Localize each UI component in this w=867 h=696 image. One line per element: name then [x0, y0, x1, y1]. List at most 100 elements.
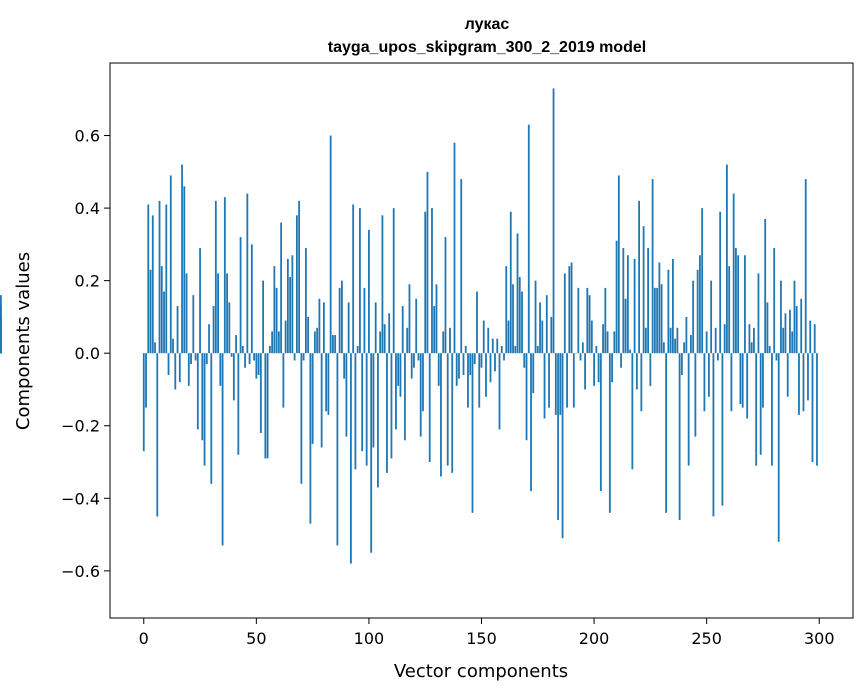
- bar-246: [696, 269, 699, 354]
- bar-14: [174, 353, 177, 390]
- bar-143: [464, 345, 467, 354]
- bar-180: [548, 353, 550, 408]
- bar-76: [313, 331, 316, 354]
- bar-103: [374, 302, 377, 354]
- bar-86: [336, 353, 339, 546]
- bar-4: [151, 215, 154, 354]
- bar-47: [248, 353, 251, 365]
- bar-104: [377, 353, 379, 488]
- bar-0: [142, 353, 145, 452]
- bar-161: [505, 266, 508, 354]
- y-tick-label: −0.4: [61, 489, 100, 508]
- x-tick-label: 50: [246, 629, 266, 648]
- bar-211: [617, 175, 620, 354]
- bar-272: [755, 353, 758, 466]
- bar-120: [413, 353, 415, 368]
- bar-129: [433, 306, 436, 354]
- bar-110: [390, 353, 393, 459]
- bar-297: [811, 353, 814, 463]
- bar-100: [368, 229, 370, 354]
- bar-71: [302, 353, 305, 361]
- bar-281: [775, 353, 778, 361]
- bar-206: [606, 331, 609, 354]
- bar-171: [527, 124, 530, 354]
- bar-247: [699, 255, 701, 354]
- bar-127: [428, 353, 431, 463]
- bar-68: [295, 215, 298, 354]
- bar-166: [516, 233, 519, 354]
- bar-126: [426, 171, 429, 354]
- bar-39: [230, 353, 233, 357]
- bar-81: [325, 353, 328, 412]
- bar-164: [512, 284, 514, 354]
- bar-123: [419, 353, 422, 437]
- bar-70: [300, 353, 303, 484]
- bar-296: [809, 320, 812, 354]
- bar-229: [658, 262, 661, 354]
- y-tick-label: −0.6: [61, 562, 100, 581]
- bar-248: [701, 208, 704, 354]
- bar-124: [422, 353, 424, 412]
- bar-50: [255, 353, 258, 379]
- bar-174: [534, 280, 537, 354]
- bar-237: [676, 327, 679, 354]
- bar-52: [259, 353, 262, 433]
- bar-133: [442, 331, 445, 354]
- bar-105: [379, 331, 382, 354]
- bar-210: [615, 240, 618, 354]
- bar-195: [581, 342, 584, 354]
- bar-264: [737, 255, 740, 354]
- bar-158: [498, 353, 501, 430]
- bar-243: [689, 335, 692, 354]
- chart-subtitle: tayga_upos_skipgram_300_2_2019 model: [328, 39, 646, 56]
- bar-185: [559, 353, 562, 415]
- bar-250: [705, 331, 708, 354]
- bar-217: [631, 353, 634, 470]
- bar-251: [708, 353, 710, 397]
- bar-17: [181, 164, 183, 354]
- bar-36: [223, 197, 226, 354]
- bar-197: [586, 287, 589, 354]
- bar-64: [286, 258, 289, 354]
- bar-155: [491, 338, 494, 354]
- bar-23: [194, 353, 197, 361]
- bar-162: [507, 320, 510, 354]
- bar-203: [599, 353, 602, 492]
- bar-277: [766, 302, 769, 354]
- bar-154: [489, 353, 492, 383]
- bar-41: [235, 335, 237, 354]
- bar-289: [793, 280, 796, 354]
- bar-58: [273, 266, 276, 354]
- bar-256: [719, 211, 722, 354]
- bar-75: [311, 353, 314, 444]
- bar-65: [289, 277, 292, 354]
- chart-title-group: лукас tayga_upos_skipgram_300_2_2019 mod…: [328, 16, 646, 56]
- bar-263: [735, 248, 737, 354]
- bar-144: [467, 353, 469, 408]
- bar-53: [262, 280, 264, 354]
- bar-37: [226, 273, 228, 354]
- bar-74: [309, 353, 312, 524]
- x-tick-label: 200: [579, 629, 610, 648]
- bar-216: [629, 349, 631, 354]
- bar-29: [208, 324, 210, 354]
- bar-209: [613, 331, 616, 354]
- bar-280: [773, 248, 776, 354]
- bar-182: [552, 88, 555, 354]
- bar-49: [253, 353, 255, 361]
- bar-45: [244, 353, 246, 368]
- bar-148: [476, 291, 478, 354]
- bar-183: [554, 353, 557, 415]
- bar-44: [241, 345, 244, 354]
- y-axis-ticks: −0.6 −0.4 −0.2 0.0 0.2 0.4 0.6: [61, 127, 110, 581]
- bar-165: [514, 345, 517, 354]
- bar-170: [525, 353, 528, 441]
- bar-168: [521, 291, 523, 354]
- bar-283: [780, 280, 782, 354]
- bar-97: [361, 353, 364, 452]
- bar-28: [205, 353, 208, 365]
- bar-196: [584, 353, 586, 390]
- bar-9: [163, 291, 165, 354]
- bar-15: [176, 306, 179, 354]
- bar-191: [572, 353, 575, 408]
